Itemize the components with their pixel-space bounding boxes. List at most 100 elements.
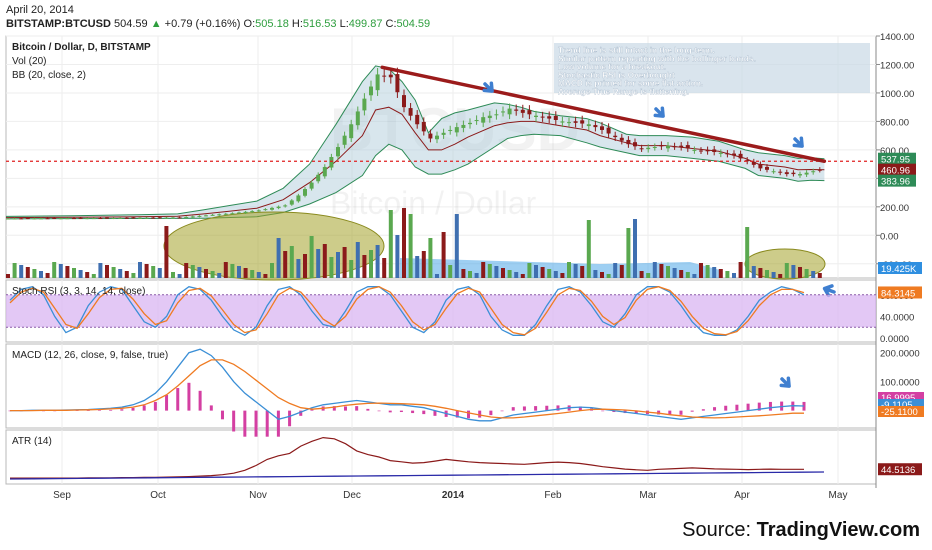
annotation-box <box>554 43 870 93</box>
volume-bar <box>98 263 103 278</box>
candle-body <box>765 166 769 170</box>
volume-bar <box>804 269 809 278</box>
price-change: +0.79 (+0.16%) <box>164 18 241 30</box>
candle-body <box>197 215 202 217</box>
macd-histogram-bar <box>612 410 616 413</box>
candle-body <box>388 74 393 78</box>
macd-histogram-bar <box>455 410 459 418</box>
volume-bar <box>296 259 301 278</box>
volume-bar <box>355 242 360 278</box>
candle-body <box>679 145 684 148</box>
candle-body <box>402 95 406 108</box>
candle-body <box>659 145 664 147</box>
macd-histogram-bar <box>768 401 772 411</box>
macd-histogram-bar <box>165 394 169 411</box>
candle-body <box>817 169 822 171</box>
volume-bar <box>388 210 393 278</box>
candle-body <box>804 172 809 175</box>
volume-bar <box>811 271 816 278</box>
macd-histogram-bar <box>724 405 728 411</box>
volume-bar <box>91 274 96 278</box>
volume-bar <box>626 228 631 278</box>
candle-body <box>72 218 76 220</box>
candle-body <box>151 217 156 219</box>
volume-bar <box>560 273 565 278</box>
macd-histogram-bar <box>478 410 482 418</box>
macd-histogram-bar <box>86 410 90 411</box>
candle-body <box>600 126 604 130</box>
high-value: 516.53 <box>302 18 337 30</box>
candle-body <box>778 171 783 173</box>
candle-body <box>204 215 208 217</box>
volume-bar <box>329 257 334 278</box>
bollinger-indicator-label: BB (20, close, 2) <box>12 70 86 81</box>
candle-body <box>619 137 624 141</box>
volume-bar <box>441 232 446 278</box>
volume-bar <box>699 263 703 278</box>
low-label: L: <box>339 18 349 30</box>
volume-bar <box>144 264 149 278</box>
x-tick-label: Mar <box>639 490 657 501</box>
x-tick-label: May <box>829 490 848 501</box>
volume-bar <box>270 263 274 278</box>
atr-tag-label: 44.5136 <box>881 465 915 476</box>
macd-histogram-bar <box>422 410 426 415</box>
y-tick-label: 1000.00 <box>880 89 914 100</box>
volume-bar <box>732 273 736 278</box>
candle-body <box>745 160 750 162</box>
volume-bar <box>692 274 697 278</box>
candle-body <box>329 157 334 168</box>
candle-body <box>111 217 116 219</box>
candle-body <box>481 117 486 123</box>
stoch-k-line <box>9 285 805 337</box>
candle-body <box>131 217 136 219</box>
candle-body <box>32 218 37 220</box>
volume-bar <box>745 227 750 278</box>
candle-body <box>613 135 618 138</box>
volume-bar <box>718 269 723 278</box>
volume-bar <box>751 266 756 278</box>
volume-bar <box>45 273 50 278</box>
macd-histogram-bar <box>198 390 202 411</box>
candle-body <box>586 124 591 127</box>
volume-bar <box>527 263 532 278</box>
volume-bar <box>402 208 406 278</box>
volume-bar <box>448 265 453 278</box>
candle-body <box>270 207 274 210</box>
candle-body <box>461 124 466 128</box>
candle-body <box>626 139 631 145</box>
macd-histogram-bar <box>131 407 135 411</box>
x-tick-label: Dec <box>343 490 361 501</box>
macd-histogram-bar <box>288 410 292 427</box>
annotation-line: Average True Range is flattening. <box>558 87 689 97</box>
x-tick-label: Sep <box>53 490 71 501</box>
candle-body <box>751 161 756 165</box>
volume-bar <box>164 226 169 278</box>
annotation-line: Low volume for a breakout. <box>558 62 666 72</box>
volume-bar <box>468 271 472 278</box>
macd-histogram-bar <box>489 410 493 416</box>
candle-body <box>441 132 446 135</box>
volume-bar <box>567 262 571 278</box>
volume-bar <box>481 262 486 278</box>
candle-body <box>177 217 182 219</box>
candle-body <box>408 108 413 116</box>
candle-body <box>798 174 802 176</box>
volume-bar <box>263 274 268 278</box>
volume-bar <box>474 273 479 278</box>
annotation-line: Trend line is still intact in the long-t… <box>558 45 715 55</box>
macd-histogram-bar <box>254 410 258 437</box>
candle-body <box>758 164 763 169</box>
symbol-name[interactable]: BITSTAMP:BTCUSD <box>6 18 111 30</box>
volume-bar <box>316 249 321 278</box>
candle-body <box>39 218 43 220</box>
candle-body <box>19 218 24 220</box>
price-tag-box <box>878 174 916 187</box>
volume-bar <box>223 262 228 278</box>
volume-bar <box>507 270 512 278</box>
macd-histogram-bar <box>545 405 549 411</box>
volume-bar <box>362 255 367 278</box>
candle-body <box>230 213 235 215</box>
macd-panel-title: MACD (12, 26, close, 9, false, true) <box>12 350 168 361</box>
